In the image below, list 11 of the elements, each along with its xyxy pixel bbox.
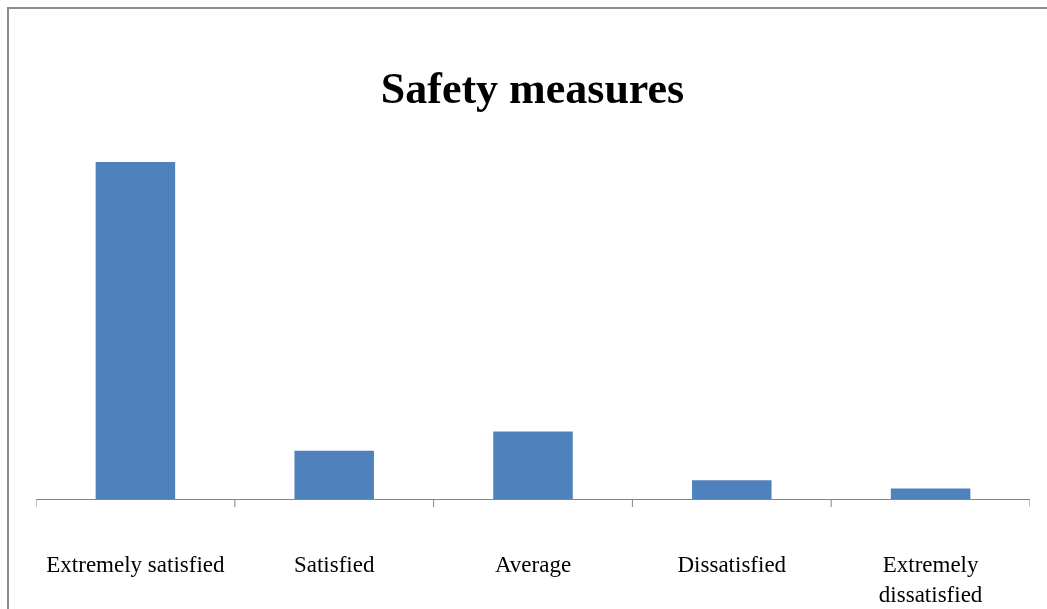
bar (692, 480, 772, 499)
x-tick-label: Satisfied (293, 551, 375, 577)
x-tick-label: Extremely satisfied (46, 551, 225, 577)
x-tick-label: Average (494, 551, 572, 577)
chart-title: Safety measures (380, 64, 685, 114)
bar (95, 162, 176, 499)
bar (890, 488, 971, 499)
x-tick-label: Dissatisfied (677, 551, 787, 577)
bar (294, 450, 374, 499)
x-tick-label: Extremely dissatisfied (878, 551, 983, 607)
bar (493, 431, 573, 499)
